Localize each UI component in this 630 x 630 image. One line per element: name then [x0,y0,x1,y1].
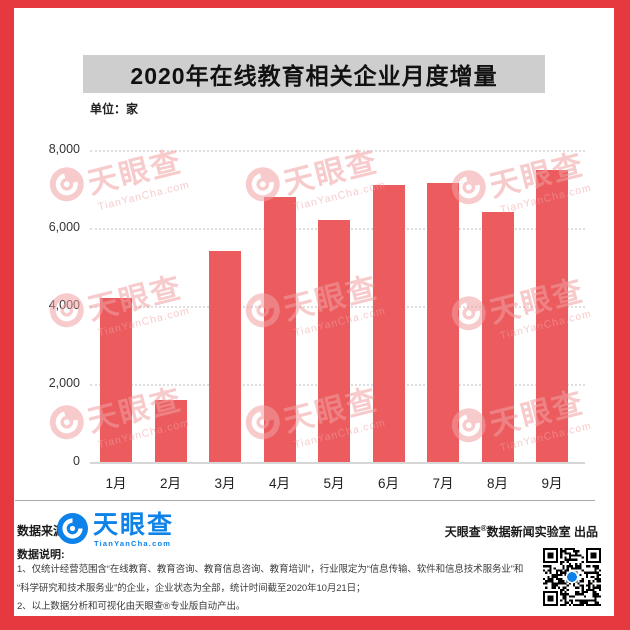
x-tick-label: 9月 [541,476,563,491]
y-tick-label: 4,000 [48,298,80,312]
note-line-1: 1、仅统计经营范围含“在线教育、教育咨询、教育信息咨询、教育培训”，行业限定为“… [17,564,524,575]
y-tick-label: 6,000 [48,220,80,234]
y-tick-label: 2,000 [48,376,80,390]
credit-registered-mark: ® [480,524,487,533]
bar-7月 [427,183,459,462]
y-tick-label: 8,000 [48,142,80,156]
x-tick-label: 3月 [214,476,236,491]
bar-4月 [263,196,296,462]
note-line-3: 2、以上数据分析和可视化由天眼查®专业版自动产出。 [17,601,246,612]
plot-area [90,150,585,464]
x-tick-label: 5月 [323,476,345,491]
bar-2月 [154,399,187,462]
x-tick-label: 4月 [268,476,290,491]
qr-code [543,548,601,606]
notes-label: 数据说明: [17,549,65,561]
bar-5月 [318,220,350,462]
logo-brand-text: 天眼查 [93,511,175,539]
unit-label: 单位：家 [90,102,139,116]
production-credit: 天眼查®数据新闻实验室 出品 [445,523,598,540]
tianyancha-logo-icon [57,513,88,549]
tianyancha-logo: 天眼查 TianYanCha.com [57,513,174,549]
x-axis-line [90,462,585,464]
x-tick-label: 2月 [159,476,181,491]
bar-9月 [536,169,568,462]
x-tick-label: 8月 [486,476,508,491]
chart-title: 2020年在线教育相关企业月度增量 [83,55,545,93]
footer-divider [15,500,595,501]
x-tick-label: 7月 [432,476,454,491]
x-tick-label: 6月 [377,476,399,491]
y-tick-label: 0 [73,454,80,468]
bar-1月 [100,298,132,462]
gridline [90,150,585,152]
credit-brand: 天眼查 [444,525,481,539]
logo-domain-text: TianYanCha.com [94,539,172,548]
data-source-label: 数据来源: [17,524,69,538]
note-line-2: “科学研究和技术服务业”的企业，企业状态为全部，统计时间截至2020年10月21… [17,583,366,594]
x-tick-label: 1月 [105,476,127,491]
bar-6月 [372,185,405,462]
credit-rest: 数据新闻实验室 出品 [486,525,598,539]
bar-8月 [481,212,514,462]
bar-3月 [209,251,241,462]
